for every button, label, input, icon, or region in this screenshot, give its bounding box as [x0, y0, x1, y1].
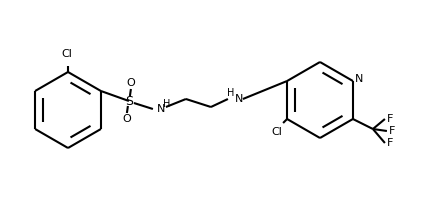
Text: O: O	[127, 78, 135, 88]
Text: N: N	[157, 104, 165, 114]
Text: Cl: Cl	[272, 127, 282, 137]
Text: Cl: Cl	[62, 49, 72, 59]
Text: H: H	[163, 99, 171, 109]
Text: O: O	[122, 114, 131, 124]
Text: F: F	[389, 126, 395, 136]
Text: N: N	[235, 94, 243, 104]
Text: H: H	[227, 88, 235, 98]
Text: F: F	[387, 138, 393, 148]
Text: S: S	[125, 94, 133, 107]
Text: N: N	[355, 74, 363, 84]
Text: F: F	[387, 114, 393, 124]
